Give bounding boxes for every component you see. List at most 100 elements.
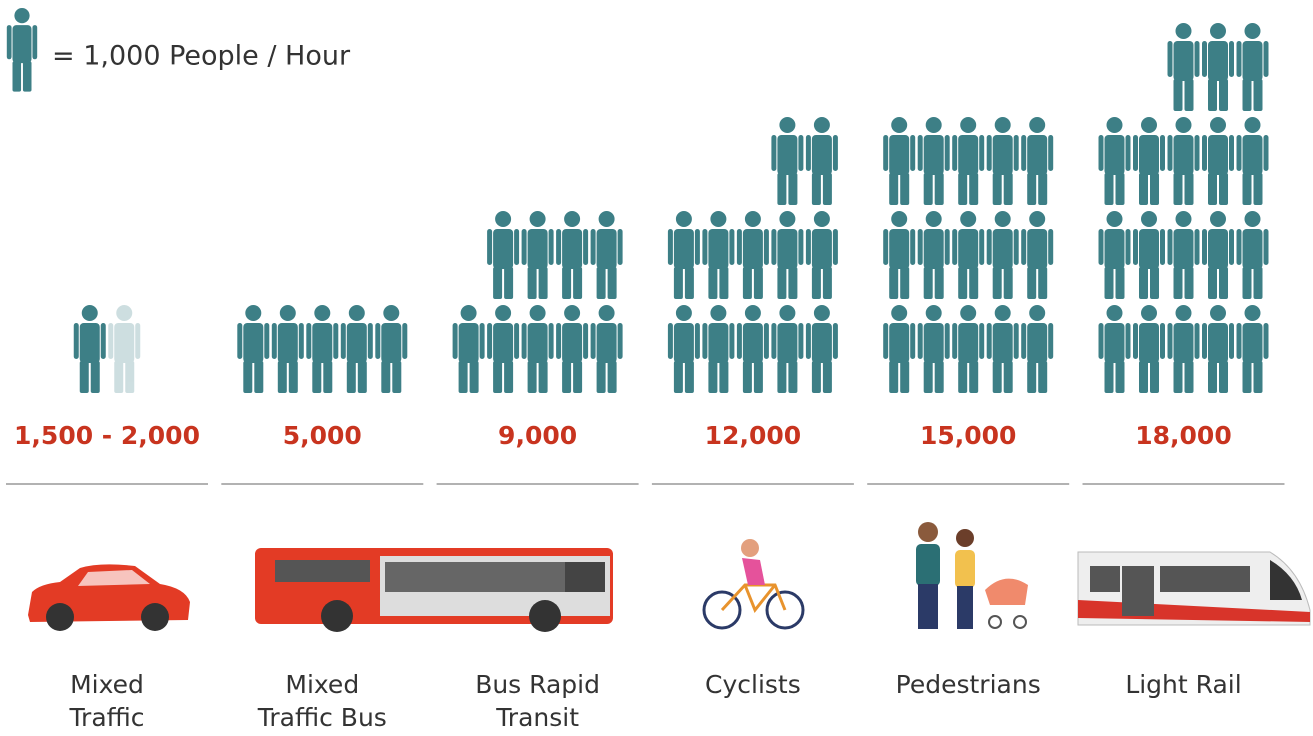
icon-leg (1174, 361, 1183, 393)
icon-arm (1168, 323, 1173, 359)
icon-leg (1105, 173, 1114, 205)
icon-arm (702, 323, 707, 359)
icon-leg (459, 361, 468, 393)
icon-arm (1168, 229, 1173, 265)
icon-head (280, 305, 296, 321)
icon-arm (237, 323, 242, 359)
icon-arm (918, 135, 923, 171)
person-icon (1021, 211, 1053, 299)
icon-torso (562, 323, 582, 363)
icon-arm (1021, 135, 1026, 171)
icon-leg (1208, 361, 1217, 393)
icon-leg (1243, 173, 1252, 205)
icon-arm (480, 323, 485, 359)
icon-arm (1126, 323, 1131, 359)
icon-leg (1185, 173, 1194, 205)
cyclist-body (742, 558, 765, 585)
icon-leg (743, 361, 752, 393)
icon-head (1245, 211, 1261, 227)
icon-leg (573, 361, 582, 393)
icon-arm (833, 135, 838, 171)
icon-leg (993, 361, 1002, 393)
icon-leg (1116, 173, 1125, 205)
person-legs (957, 586, 973, 629)
icon-torso (708, 229, 728, 269)
icon-arm (910, 135, 915, 171)
person-icon (883, 211, 915, 299)
icon-torso (1174, 41, 1194, 81)
icon-leg (777, 267, 786, 299)
value-label: 1,500 - 2,000 (14, 421, 200, 450)
icon-leg (1139, 173, 1148, 205)
icon-leg (958, 267, 967, 299)
icon-torso (1027, 229, 1047, 269)
icon-torso (958, 135, 978, 175)
icon-arm (737, 229, 742, 265)
icon-torso (674, 229, 694, 269)
icon-arm (1195, 229, 1200, 265)
icon-arm (7, 25, 12, 59)
icon-arm (1195, 135, 1200, 171)
icon-leg (708, 267, 717, 299)
icon-leg (504, 267, 513, 299)
icon-arm (987, 323, 992, 359)
person-icon (237, 305, 269, 393)
icon-torso (1243, 135, 1263, 175)
value-label: 15,000 (920, 421, 1016, 450)
pedestrians-illustration (916, 522, 1028, 629)
icon-head (1107, 211, 1123, 227)
icon-leg (685, 361, 694, 393)
person-icon (74, 305, 106, 393)
person-icon (1099, 305, 1131, 393)
person-icon (1202, 211, 1234, 299)
icon-leg (719, 267, 728, 299)
icon-head (1029, 117, 1045, 133)
icon-leg (812, 361, 821, 393)
person-icon (1133, 305, 1165, 393)
icon-head (116, 305, 132, 321)
value-label: 18,000 (1135, 421, 1231, 450)
icon-arm (695, 323, 700, 359)
icon-arm (910, 229, 915, 265)
category-label: Mixed Traffic Bus (247, 668, 397, 734)
icon-arm (1264, 135, 1269, 171)
icon-leg (23, 61, 32, 91)
icon-arm (135, 323, 140, 359)
icon-torso (1139, 229, 1159, 269)
icon-leg (743, 267, 752, 299)
person-icon (987, 305, 1019, 393)
icon-arm (1048, 323, 1053, 359)
person-icon (341, 305, 373, 393)
icon-torso (459, 323, 479, 363)
icon-leg (573, 267, 582, 299)
person-icon (918, 305, 950, 393)
person-legs (918, 584, 938, 629)
icon-leg (381, 361, 390, 393)
icon-head (995, 117, 1011, 133)
icon-torso (13, 25, 32, 63)
icon-head (960, 117, 976, 133)
icon-arm (1264, 229, 1269, 265)
icon-arm (918, 229, 923, 265)
icon-arm (1133, 135, 1138, 171)
icon-arm (1202, 229, 1207, 265)
icon-leg (1150, 361, 1159, 393)
icon-torso (743, 323, 763, 363)
icon-arm (945, 229, 950, 265)
icon-leg (597, 361, 606, 393)
icon-head (710, 211, 726, 227)
icon-leg (493, 267, 502, 299)
icon-arm (1195, 323, 1200, 359)
person-body (955, 550, 975, 588)
icon-leg (900, 361, 909, 393)
icon-leg (528, 267, 537, 299)
icon-arm (1133, 323, 1138, 359)
person-icon (1202, 23, 1234, 111)
icon-leg (812, 173, 821, 205)
icon-head (779, 211, 795, 227)
icon-leg (674, 361, 683, 393)
icon-arm (695, 229, 700, 265)
icon-arm (1099, 323, 1104, 359)
person-icon (1168, 211, 1200, 299)
icon-torso (1243, 323, 1263, 363)
